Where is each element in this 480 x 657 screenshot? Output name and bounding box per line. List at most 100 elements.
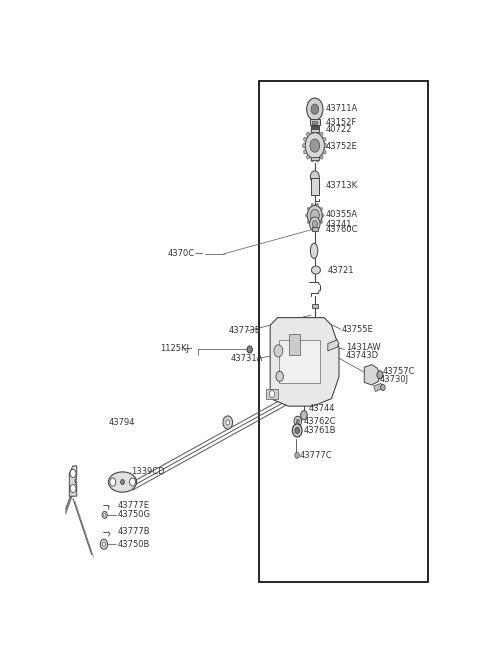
Text: 43762C: 43762C — [303, 417, 336, 426]
Circle shape — [312, 221, 317, 227]
Text: 43750B: 43750B — [118, 540, 150, 549]
Circle shape — [70, 485, 76, 493]
Text: 43794: 43794 — [108, 419, 135, 427]
Circle shape — [226, 420, 229, 425]
Polygon shape — [270, 317, 339, 406]
Circle shape — [110, 478, 116, 486]
Polygon shape — [328, 340, 339, 351]
Text: —: — — [184, 344, 192, 353]
Text: 43711A: 43711A — [326, 104, 358, 113]
Ellipse shape — [108, 472, 137, 492]
Circle shape — [307, 98, 323, 120]
Text: 43752E: 43752E — [326, 142, 358, 151]
Text: —: — — [195, 250, 204, 258]
Text: 43730J: 43730J — [379, 375, 408, 384]
Text: 43757C: 43757C — [383, 367, 415, 376]
Circle shape — [304, 137, 307, 141]
Text: 1431AW: 1431AW — [346, 344, 380, 352]
Circle shape — [295, 452, 300, 459]
Circle shape — [307, 208, 309, 210]
Circle shape — [310, 217, 320, 231]
Ellipse shape — [311, 243, 318, 258]
Text: 1339CD: 1339CD — [132, 467, 165, 476]
Circle shape — [320, 132, 323, 136]
Bar — [259, 81, 428, 582]
Circle shape — [305, 133, 324, 159]
Circle shape — [307, 155, 310, 159]
Circle shape — [311, 104, 319, 114]
Circle shape — [381, 384, 385, 390]
Bar — [310, 119, 320, 125]
Polygon shape — [373, 384, 383, 392]
Circle shape — [316, 225, 318, 227]
Circle shape — [300, 411, 307, 420]
Text: 43773B: 43773B — [228, 327, 261, 335]
Circle shape — [104, 513, 106, 516]
Text: 43777E: 43777E — [118, 501, 150, 510]
Circle shape — [295, 428, 300, 434]
Circle shape — [302, 144, 306, 148]
Text: 43152F: 43152F — [326, 118, 357, 127]
Circle shape — [307, 132, 310, 136]
Circle shape — [316, 129, 319, 133]
Text: 43761B: 43761B — [304, 426, 336, 435]
Polygon shape — [69, 466, 77, 496]
Circle shape — [316, 203, 318, 206]
Circle shape — [311, 225, 313, 227]
Circle shape — [320, 155, 323, 159]
Circle shape — [311, 203, 313, 206]
Circle shape — [247, 346, 252, 353]
Text: 43744: 43744 — [309, 404, 335, 413]
Circle shape — [377, 371, 383, 379]
Circle shape — [223, 416, 233, 429]
Circle shape — [305, 214, 308, 217]
Text: 43743D: 43743D — [346, 351, 379, 359]
Circle shape — [324, 144, 327, 148]
Circle shape — [100, 539, 108, 549]
Text: 43721: 43721 — [328, 265, 354, 275]
Text: 43741: 43741 — [326, 219, 352, 229]
Circle shape — [322, 214, 324, 217]
Circle shape — [316, 158, 319, 162]
Bar — [312, 304, 318, 307]
Circle shape — [323, 137, 326, 141]
Bar — [312, 121, 317, 124]
Circle shape — [120, 480, 124, 485]
Ellipse shape — [312, 266, 321, 274]
Text: 43777C: 43777C — [300, 451, 332, 460]
Circle shape — [304, 150, 307, 154]
Bar — [279, 340, 321, 384]
Circle shape — [307, 221, 309, 223]
Circle shape — [311, 129, 314, 133]
Text: 40722: 40722 — [326, 125, 352, 135]
Text: 43777B: 43777B — [118, 527, 150, 536]
Polygon shape — [364, 365, 380, 385]
Circle shape — [307, 206, 322, 225]
Circle shape — [102, 542, 106, 546]
Text: 4370C: 4370C — [168, 250, 195, 258]
Text: 43755E: 43755E — [342, 325, 374, 334]
Circle shape — [102, 511, 107, 518]
Circle shape — [311, 210, 319, 221]
Circle shape — [311, 171, 319, 183]
Text: 40355A: 40355A — [326, 210, 358, 219]
Bar — [311, 157, 319, 160]
Bar — [311, 126, 319, 132]
Text: 43713K: 43713K — [326, 181, 358, 190]
Circle shape — [311, 158, 314, 162]
Bar — [311, 178, 319, 195]
Circle shape — [296, 419, 300, 423]
Text: 1125KJ: 1125KJ — [160, 344, 189, 353]
Circle shape — [292, 424, 302, 437]
Circle shape — [70, 469, 76, 478]
Circle shape — [274, 345, 283, 357]
Circle shape — [294, 417, 301, 426]
Text: 43760C: 43760C — [326, 225, 359, 234]
Bar — [289, 334, 300, 355]
Circle shape — [310, 139, 320, 152]
Circle shape — [320, 208, 323, 210]
Circle shape — [276, 371, 283, 382]
Circle shape — [269, 390, 275, 397]
Circle shape — [320, 221, 323, 223]
Circle shape — [323, 150, 326, 154]
